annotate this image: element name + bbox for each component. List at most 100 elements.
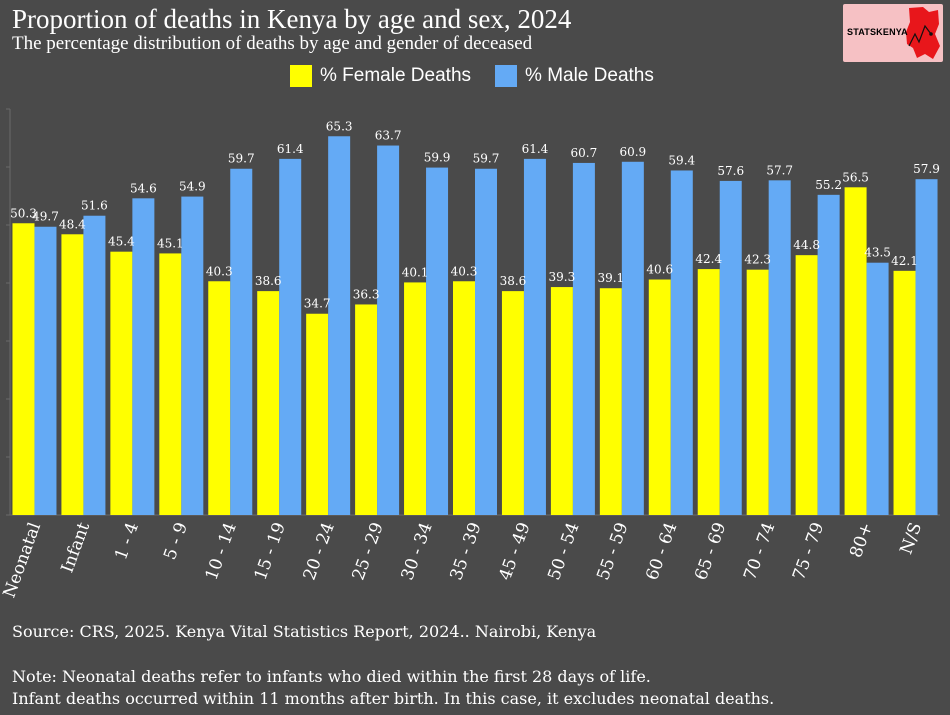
bar-female — [306, 313, 329, 515]
legend-item-female: % Female Deaths — [290, 65, 471, 87]
bar-male — [475, 168, 497, 516]
data-label-male: 49.7 — [32, 210, 59, 224]
data-label-male: 54.6 — [130, 181, 157, 195]
data-label-female: 42.4 — [695, 252, 722, 266]
data-label-female: 40.6 — [646, 263, 673, 277]
data-label-female: 50.3 — [10, 206, 37, 220]
data-label-male: 63.7 — [375, 129, 402, 143]
data-label-male: 59.4 — [668, 153, 695, 167]
chart-title: Proportion of deaths in Kenya by age and… — [12, 4, 572, 34]
source-text: Source: CRS, 2025. Kenya Vital Statistic… — [12, 622, 597, 641]
bar-male — [279, 158, 302, 515]
data-label-female: 45.4 — [108, 235, 135, 249]
bar-female — [208, 281, 231, 515]
bar-female — [501, 291, 524, 515]
x-tick-label: 55 - 59 — [593, 520, 632, 583]
bar-male — [719, 180, 742, 516]
statskenya-logo: STATSKENYA — [843, 4, 943, 62]
x-tick-label: 45 - 49 — [495, 520, 534, 583]
bar-male — [83, 215, 106, 515]
kenya-map-icon — [906, 7, 940, 59]
data-label-female: 34.7 — [304, 297, 331, 311]
bar-female — [599, 288, 622, 515]
x-tick-label: 65 - 69 — [691, 520, 730, 583]
x-tick-label: 5 - 9 — [160, 520, 192, 563]
x-tick-label: 80+ — [846, 520, 877, 561]
data-label-male: 61.4 — [277, 142, 304, 156]
data-label-female: 40.1 — [402, 265, 429, 279]
x-tick-label: 25 - 29 — [349, 520, 388, 583]
bar-female — [257, 291, 280, 515]
bar-female — [648, 279, 671, 515]
data-label-male: 54.9 — [179, 180, 206, 194]
data-label-male: 60.7 — [571, 146, 598, 160]
data-label-female: 39.1 — [597, 271, 624, 285]
bar-female — [404, 282, 427, 515]
bar-chart: 50.349.7 Neonatal 48.4 51.6 Infant 45.4 54.6 1 … — [0, 108, 940, 601]
data-label-female: 48.4 — [59, 217, 86, 231]
bar-male — [572, 162, 595, 515]
data-label-female: 56.5 — [842, 170, 869, 184]
legend-label-male: % Male Deaths — [525, 65, 654, 86]
x-tick-label: Infant — [58, 520, 95, 576]
bar-female — [453, 281, 475, 515]
x-tick-label: N/S — [896, 520, 926, 557]
bar-male — [768, 180, 791, 515]
bar-female — [110, 251, 133, 515]
chart-subtitle: The percentage distribution of deaths by… — [12, 33, 533, 54]
female-swatch — [290, 65, 312, 87]
data-label-male: 57.9 — [913, 162, 940, 176]
data-label-male: 60.9 — [619, 145, 646, 159]
data-label-female: 36.3 — [353, 287, 380, 301]
data-label-male: 51.6 — [81, 199, 108, 213]
bar-male — [377, 145, 400, 516]
bar-female — [159, 253, 182, 516]
bar-female — [61, 234, 84, 515]
bar-female — [355, 304, 378, 515]
bar-male — [523, 158, 546, 515]
data-label-male: 59.7 — [228, 152, 255, 166]
data-label-male: 61.4 — [522, 142, 549, 156]
bar-female — [893, 270, 916, 515]
data-label-female: 40.3 — [451, 264, 478, 278]
x-tick-label: 50 - 54 — [544, 520, 583, 583]
bar-male — [817, 194, 840, 515]
bar-male — [426, 167, 449, 515]
data-label-male: 55.2 — [815, 178, 842, 192]
data-label-male: 57.7 — [766, 163, 793, 177]
bar-male — [328, 136, 351, 515]
data-label-male: 43.5 — [864, 246, 891, 260]
bar-female — [795, 255, 818, 515]
x-tick-label: 30 - 34 — [397, 520, 436, 583]
data-label-female: 39.3 — [549, 270, 576, 284]
bar-male — [621, 161, 644, 515]
male-swatch — [495, 65, 518, 87]
x-tick-label: 75 - 79 — [789, 520, 828, 583]
bar-female — [550, 287, 573, 515]
data-label-male: 57.6 — [717, 164, 744, 178]
legend: % Female Deaths % Male Deaths — [290, 62, 654, 90]
x-tick-label: 1 - 4 — [111, 520, 143, 563]
data-label-female: 42.3 — [744, 253, 771, 267]
x-tick-label: 35 - 39 — [446, 520, 485, 583]
bar-male — [866, 262, 889, 515]
data-label-male: 59.7 — [473, 152, 500, 166]
data-label-female: 42.1 — [891, 254, 918, 268]
bar-male — [132, 198, 155, 515]
legend-label-female: % Female Deaths — [320, 65, 472, 86]
bar-male — [230, 168, 253, 516]
bar-male — [181, 196, 204, 515]
x-tick-label: 60 - 64 — [642, 520, 681, 583]
note-line-2: Infant deaths occurred within 11 months … — [12, 689, 775, 708]
logo-text: STATSKENYA — [847, 27, 908, 37]
x-tick-label: Neonatal — [0, 520, 45, 601]
data-label-male: 59.9 — [424, 151, 451, 165]
bar-male — [670, 170, 693, 516]
data-label-female: 38.6 — [255, 274, 282, 288]
data-label-female: 38.6 — [500, 274, 527, 288]
data-label-female: 44.8 — [793, 238, 820, 252]
legend-item-male: % Male Deaths — [495, 65, 654, 87]
data-label-male: 65.3 — [326, 119, 353, 133]
bar-female — [697, 269, 720, 515]
x-tick-label: 10 - 14 — [202, 520, 241, 583]
